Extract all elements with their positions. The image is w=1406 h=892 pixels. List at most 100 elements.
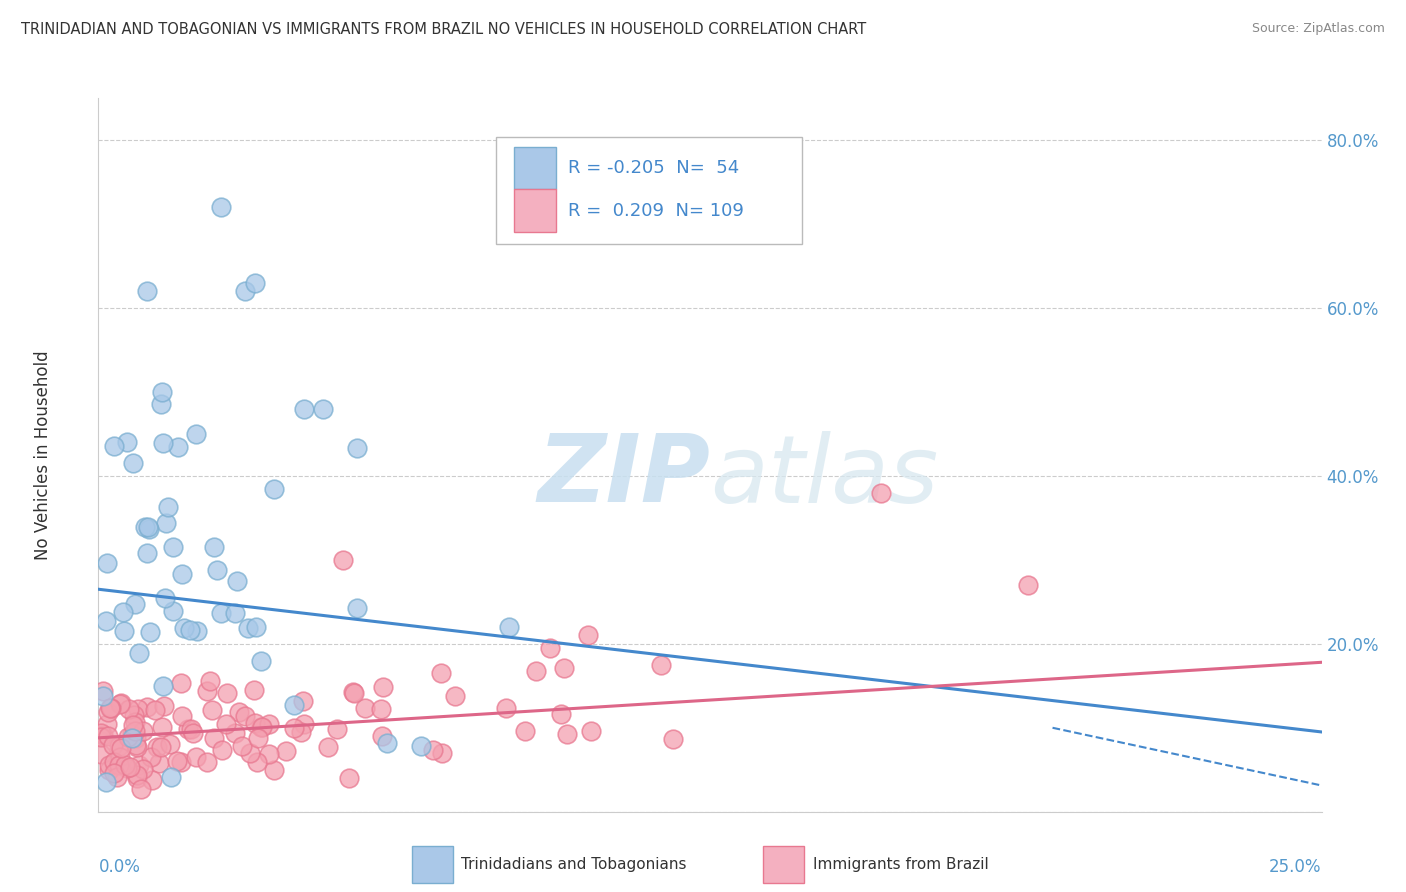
Point [243,682,266,697]
Point [91,684,114,698]
Point [186,426,208,441]
Point [100,700,122,714]
Point [127,771,149,785]
Point [97,758,120,772]
Point [370,702,392,716]
Text: R = -0.205  N=  54: R = -0.205 N= 54 [568,159,740,177]
Point [160,770,183,784]
Point [124,715,146,730]
Point [98,701,121,715]
Point [110,696,132,710]
Point [132,762,155,776]
Text: TRINIDADIAN AND TOBAGONIAN VS IMMIGRANTS FROM BRAZIL NO VEHICLES IN HOUSEHOLD CO: TRINIDADIAN AND TOBAGONIAN VS IMMIGRANTS… [21,22,866,37]
Point [117,761,139,775]
Point [153,591,176,606]
Point [122,707,145,722]
Point [162,541,184,555]
Point [246,756,269,770]
Point [257,717,280,731]
Point [429,666,451,681]
Point [125,767,148,781]
Point [550,706,572,721]
Text: No Vehicles in Household: No Vehicles in Household [34,350,52,560]
Point [263,483,285,497]
Text: 25.0%: 25.0% [1270,858,1322,876]
Point [555,726,578,740]
Point [250,720,273,734]
Point [103,439,125,453]
Point [170,755,193,769]
Point [90,730,112,744]
Point [136,520,159,534]
Text: ZIP: ZIP [537,430,710,523]
Point [209,200,232,214]
Point [162,604,184,618]
Point [495,701,517,715]
Point [513,723,536,738]
Point [430,746,453,760]
Point [122,717,145,731]
Point [125,740,148,755]
Point [243,716,266,731]
Point [332,553,354,567]
Point [231,739,253,754]
Point [112,605,135,619]
Text: Immigrants from Brazil: Immigrants from Brazil [813,857,988,871]
Point [662,732,685,747]
Point [180,722,202,736]
Point [136,284,159,298]
Point [411,739,433,753]
Point [325,722,347,736]
Point [225,574,247,589]
Point [375,736,398,750]
Point [152,680,174,694]
Point [132,723,155,738]
Point [214,717,236,731]
Point [202,731,225,745]
Point [157,500,180,515]
Point [524,664,547,678]
Point [422,743,444,757]
Point [172,708,194,723]
Point [186,624,208,638]
Point [148,756,170,770]
Point [201,703,224,717]
Point [283,721,305,735]
Point [167,440,190,454]
Point [110,740,132,755]
Point [346,441,368,455]
Point [124,597,146,611]
Point [292,401,315,416]
Point [236,621,259,635]
Point [247,731,270,746]
Point [124,738,146,752]
Text: R =  0.209  N= 109: R = 0.209 N= 109 [568,202,744,219]
Point [131,781,153,796]
FancyBboxPatch shape [496,137,801,244]
Point [290,725,312,739]
Point [444,689,467,703]
Point [118,760,141,774]
FancyBboxPatch shape [515,146,555,189]
Point [1017,578,1039,592]
Point [263,763,285,777]
Point [91,689,114,703]
Point [150,384,173,399]
Point [250,720,273,734]
Point [112,624,135,638]
Point [103,766,125,780]
Point [141,772,163,787]
Text: Trinidadians and Tobagonians: Trinidadians and Tobagonians [461,857,686,871]
Text: atlas: atlas [710,431,938,522]
Point [139,625,162,640]
Point [107,757,129,772]
Point [257,747,280,761]
Point [177,722,200,736]
Point [650,657,672,672]
Point [138,522,160,536]
Point [342,685,364,699]
Point [118,702,141,716]
Point [179,623,201,637]
Point [96,556,118,570]
Point [97,705,120,719]
